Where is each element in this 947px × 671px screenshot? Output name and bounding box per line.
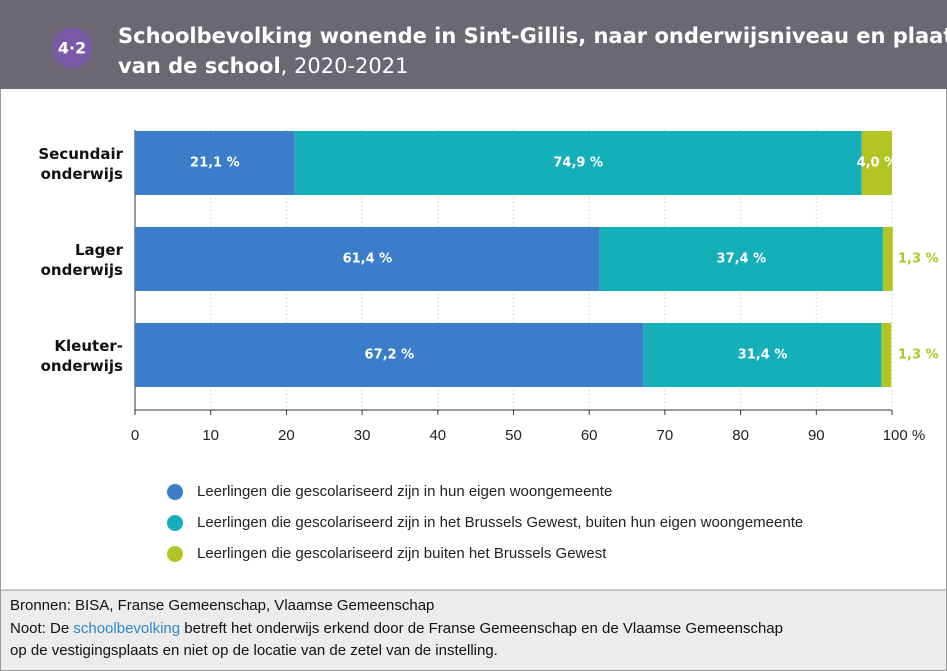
title-period: , 2020-2021 — [281, 54, 409, 78]
x-tick-label: 100 % — [883, 427, 926, 444]
value-label: 61,4 % — [343, 252, 393, 267]
header-bar — [0, 0, 947, 89]
note-link[interactable]: schoolbevolking — [73, 620, 180, 637]
legend-label: Leerlingen die gescolariseerd zijn buite… — [197, 545, 607, 562]
bar-segment — [135, 131, 295, 195]
category-label: Lager onderwijs — [41, 241, 124, 279]
badge — [52, 28, 92, 68]
category-label: Kleuter-onderwijs — [41, 337, 123, 375]
category-line: Kleuter- — [54, 337, 123, 355]
category-line: onderwijs — [41, 357, 123, 375]
title-line: Schoolbevolking wonende in Sint-Gillis, … — [118, 24, 947, 48]
value-label: 37,4 % — [717, 252, 767, 267]
category-line: onderwijs — [41, 165, 123, 183]
sources: Bronnen: BISA, Franse Gemeenschap, Vlaam… — [10, 597, 434, 614]
x-tick-label: 20 — [278, 427, 295, 444]
note: Noot: De schoolbevolking betreft het ond… — [10, 620, 783, 637]
value-label: 67,2 % — [365, 348, 415, 363]
legend-swatch — [167, 484, 183, 500]
legend-swatch — [167, 546, 183, 562]
legend-swatch — [167, 515, 183, 531]
value-label: 4,0 % — [857, 156, 898, 171]
x-tick-label: 40 — [429, 427, 446, 444]
bar-segment — [882, 227, 893, 291]
x-tick-label: 70 — [657, 427, 674, 444]
x-tick-label: 90 — [808, 427, 825, 444]
x-tick-label: 0 — [131, 427, 139, 444]
x-tick-label: 60 — [581, 427, 598, 444]
note-line: op de vestigingsplaats en niet op de loc… — [10, 642, 498, 659]
legend-label: Leerlingen die gescolariseerd zijn in hu… — [197, 483, 612, 500]
bar-segment — [599, 227, 883, 291]
bar-segment — [881, 323, 892, 387]
badge-text: 4·2 — [58, 39, 86, 58]
value-label: 1,3 % — [898, 252, 939, 267]
bar-segment — [643, 323, 882, 387]
value-label: 21,1 % — [190, 156, 240, 171]
category-line: Secundair — [38, 145, 123, 163]
x-tick-label: 80 — [732, 427, 749, 444]
value-label: 31,4 % — [738, 348, 788, 363]
value-label: 74,9 % — [553, 156, 603, 171]
x-tick-label: 30 — [354, 427, 371, 444]
x-tick-label: 10 — [202, 427, 219, 444]
bar-segment — [135, 227, 600, 291]
bar-segment — [861, 131, 892, 195]
x-tick-label: 50 — [505, 427, 522, 444]
note-part: Noot: De — [10, 620, 73, 637]
plot: 0 10 20 30 40 50 60 70 80 90 100 % Secundair onderwi… — [38, 130, 939, 562]
bar-segment — [294, 131, 862, 195]
value-label: 1,3 % — [898, 348, 939, 363]
legend-label: Leerlingen die gescolariseerd zijn in he… — [197, 514, 803, 531]
category-label: Secundair onderwijs — [38, 145, 123, 183]
note-part: betreft het onderwijs erkend door de Fra… — [180, 620, 783, 637]
title-line: van de school, 2020-2021 — [118, 54, 409, 78]
bar-segment — [135, 323, 644, 387]
category-line: onderwijs — [41, 261, 123, 279]
category-line: Lager — [75, 241, 124, 259]
title-part: van de school — [118, 54, 281, 78]
